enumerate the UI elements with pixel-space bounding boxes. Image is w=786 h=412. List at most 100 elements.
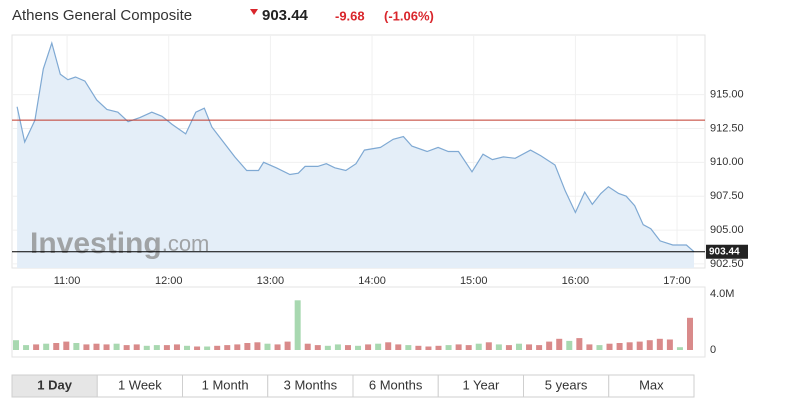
volume-bar xyxy=(596,345,603,350)
volume-bar xyxy=(224,345,231,350)
volume-bar xyxy=(73,343,80,350)
range-button-label[interactable]: Max xyxy=(639,377,664,392)
volume-bar xyxy=(606,343,613,350)
volume-bar xyxy=(254,342,261,350)
volume-bar xyxy=(616,343,623,350)
volume-bar xyxy=(445,345,452,350)
volume-bar xyxy=(636,341,643,350)
volume-bar xyxy=(63,341,70,350)
volume-bar xyxy=(344,345,351,350)
volume-bar xyxy=(143,345,150,350)
volume-bar xyxy=(304,343,311,350)
x-tick-label: 14:00 xyxy=(358,275,386,287)
watermark-brand: Investing xyxy=(30,227,162,260)
volume-bar xyxy=(646,340,653,350)
last-price-label: 903.44 xyxy=(709,246,740,257)
range-button-label[interactable]: 1 Month xyxy=(202,377,249,392)
change: -9.68 xyxy=(335,8,365,23)
volume-bar xyxy=(23,345,30,350)
volume-bar xyxy=(274,344,281,350)
volume-bar xyxy=(576,338,583,350)
volume-bar xyxy=(244,343,251,350)
x-tick-label: 11:00 xyxy=(54,275,81,287)
range-button-label[interactable]: 6 Months xyxy=(369,377,423,392)
volume-bar xyxy=(435,345,442,350)
volume-bar xyxy=(334,344,341,350)
volume-bar xyxy=(204,346,211,350)
x-tick-label: 12:00 xyxy=(155,275,183,287)
volume-bar xyxy=(133,344,140,350)
volume-bar xyxy=(355,345,362,350)
range-button-label[interactable]: 3 Months xyxy=(284,377,338,392)
price-area xyxy=(17,43,694,268)
volume-bar xyxy=(375,343,382,350)
range-button[interactable] xyxy=(608,374,695,398)
volume-bar xyxy=(53,343,60,350)
volume-bar xyxy=(405,345,412,350)
volume-bar xyxy=(556,338,563,350)
y-tick-label: 907.50 xyxy=(710,190,744,202)
volume-bar xyxy=(546,341,553,350)
volume-bar xyxy=(103,344,110,350)
volume-bar xyxy=(163,345,170,350)
volume-tick-label: 4.0M xyxy=(710,288,734,300)
volume-bar xyxy=(194,346,201,350)
volume-bar xyxy=(526,344,533,350)
volume-bar xyxy=(465,345,472,350)
volume-bar xyxy=(184,345,191,350)
volume-bar xyxy=(264,343,271,350)
x-tick-label: 13:00 xyxy=(257,275,285,287)
volume-bar xyxy=(475,343,482,350)
y-tick-label: 912.50 xyxy=(710,122,744,134)
x-tick-label: 16:00 xyxy=(562,275,590,287)
y-tick-label: 910.00 xyxy=(710,156,744,168)
volume-bar xyxy=(395,344,402,350)
volume-bar xyxy=(536,345,543,350)
volume-bar xyxy=(365,344,372,350)
range-button-label[interactable]: 5 years xyxy=(545,377,588,392)
price-line xyxy=(16,41,695,253)
x-tick-label: 15:00 xyxy=(460,275,488,287)
volume-bar xyxy=(566,340,573,350)
range-button-label[interactable]: 1 Year xyxy=(462,377,500,392)
volume-bar xyxy=(666,339,673,350)
range-button-label[interactable]: 1 Week xyxy=(118,377,162,392)
volume-bar xyxy=(284,341,291,350)
volume-bar xyxy=(485,342,492,350)
y-tick-label: 915.00 xyxy=(710,89,744,101)
range-button-label[interactable]: 1 Day xyxy=(37,377,72,392)
volume-bar xyxy=(495,344,502,350)
volume-bar xyxy=(385,342,392,350)
index-name: Athens General Composite xyxy=(12,7,192,24)
y-tick-label: 905.00 xyxy=(710,224,744,236)
volume-bar xyxy=(153,345,160,350)
volume-bar xyxy=(676,347,683,350)
volume-tick-label: 0 xyxy=(710,344,716,356)
volume-bar xyxy=(234,344,241,350)
volume-bar xyxy=(425,346,432,350)
volume-bar xyxy=(687,317,693,350)
volume-bar xyxy=(123,345,130,350)
change-pct: (-1.06%) xyxy=(384,8,434,23)
volume-bar xyxy=(83,344,90,350)
volume-bar xyxy=(314,345,321,350)
y-tick-label: 902.50 xyxy=(710,258,744,270)
watermark: Investing.com xyxy=(30,227,209,260)
last-price-box xyxy=(706,244,748,259)
volume-bar xyxy=(173,344,180,350)
volume-frame xyxy=(11,286,706,358)
volume-bar xyxy=(214,345,221,350)
volume-bar xyxy=(505,345,512,350)
volume-bar xyxy=(626,342,633,350)
price: 903.44 xyxy=(262,7,309,24)
x-tick-label: 17:00 xyxy=(663,275,691,287)
volume-bar xyxy=(33,344,40,350)
volume-bar xyxy=(43,343,50,350)
volume-bar xyxy=(415,345,422,350)
volume-bar xyxy=(324,345,331,350)
volume-bar xyxy=(515,343,522,350)
down-arrow xyxy=(250,9,258,15)
volume-bar xyxy=(656,338,663,350)
